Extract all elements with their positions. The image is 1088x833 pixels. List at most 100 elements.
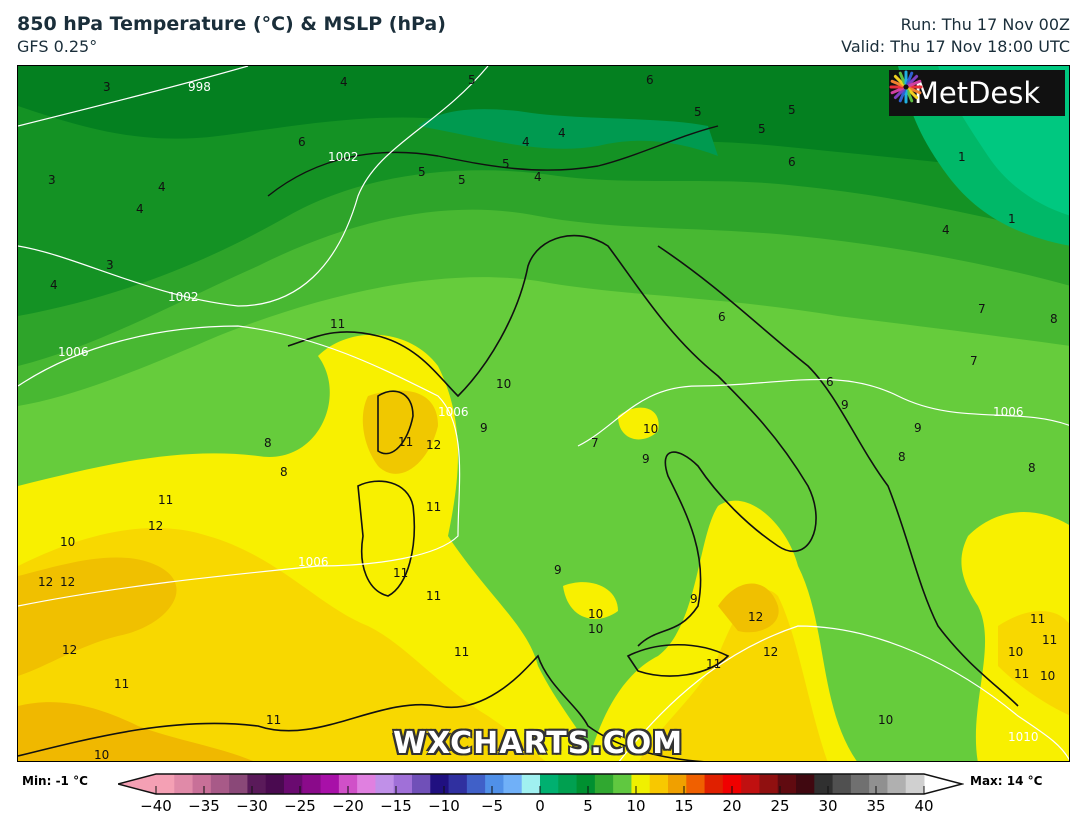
colorbar-cell bbox=[905, 774, 925, 794]
temperature-contour-label: 8 bbox=[264, 436, 272, 450]
colorbar-cell bbox=[521, 774, 541, 794]
run-time: Run: Thu 17 Nov 00Z bbox=[900, 15, 1070, 34]
temperature-contour-label: 9 bbox=[480, 421, 488, 435]
temperature-contour-label: 11 bbox=[454, 645, 469, 659]
isobar-label: 998 bbox=[188, 80, 211, 94]
temperature-contour-label: 11 bbox=[1030, 612, 1045, 626]
colorbar-cell bbox=[741, 774, 760, 794]
temperature-contour-label: 4 bbox=[340, 75, 348, 89]
band-12-south bbox=[718, 583, 779, 633]
coastline-sicily bbox=[626, 644, 730, 677]
watermark: WXCHARTS.COM bbox=[393, 726, 684, 761]
temperature-contour-label: 5 bbox=[502, 157, 510, 171]
coastline bbox=[287, 234, 817, 647]
temperature-contour-label: 1 bbox=[958, 150, 966, 164]
colorbar-cell bbox=[466, 774, 486, 794]
temperature-contour-label: 6 bbox=[298, 135, 306, 149]
temperature-contour-label: 11 bbox=[393, 566, 408, 580]
colorbar-cell bbox=[320, 774, 340, 794]
band-10-tunisia bbox=[563, 582, 618, 619]
colorbar-cell bbox=[594, 774, 614, 794]
colorbar-outline bbox=[118, 773, 964, 795]
temperature-contour-label: 7 bbox=[970, 354, 978, 368]
colorbar-tick-label: −10 bbox=[428, 797, 460, 815]
temperature-contour-label: 10 bbox=[588, 607, 603, 621]
colorbar-cell bbox=[174, 774, 194, 794]
colorbar-cell bbox=[503, 774, 523, 794]
colorbar-cell bbox=[284, 774, 303, 794]
colorbar-cell bbox=[412, 774, 431, 794]
colorbar-cell bbox=[247, 774, 267, 794]
isobar-1006 bbox=[18, 325, 461, 607]
model-label: GFS 0.25° bbox=[17, 37, 98, 56]
isobar-label: 1002 bbox=[328, 150, 359, 164]
colorbar-cell bbox=[192, 774, 212, 794]
colorbar-cell bbox=[814, 774, 834, 794]
temperature-contour-label: 4 bbox=[136, 202, 144, 216]
coastline-corsica bbox=[377, 390, 414, 455]
colorbar-tick-label: 20 bbox=[722, 797, 742, 815]
temperature-contour-label: 8 bbox=[898, 450, 906, 464]
colorbar-max-arrow bbox=[924, 774, 962, 794]
colorbar-tick-label: −30 bbox=[236, 797, 268, 815]
colorbar-tick-label: −35 bbox=[188, 797, 220, 815]
min-temperature: Min: -1 °C bbox=[22, 774, 88, 788]
colorbar-tick-label: 30 bbox=[818, 797, 838, 815]
isobar-label: 1006 bbox=[438, 405, 469, 419]
band-12-sw bbox=[18, 702, 254, 761]
colorbar-tick-label: 10 bbox=[626, 797, 646, 815]
colorbar-cell bbox=[576, 774, 596, 794]
temperature-contour-label: 1 bbox=[1008, 212, 1016, 226]
border-alps bbox=[267, 125, 719, 197]
temperature-contour-label: 12 bbox=[148, 519, 163, 533]
temperature-contour-label: 12 bbox=[60, 575, 75, 589]
temperature-contour-label: 9 bbox=[690, 592, 698, 606]
temperature-contour-label: 9 bbox=[554, 563, 562, 577]
colorbar-cell bbox=[668, 774, 687, 794]
colorbar-cell bbox=[649, 774, 669, 794]
colorbar-tick-label: −20 bbox=[332, 797, 364, 815]
temperature-contour-label: 10 bbox=[496, 377, 511, 391]
colorbar-tick-label: −5 bbox=[480, 797, 504, 815]
temperature-contour-label: 5 bbox=[694, 105, 702, 119]
band-11-east bbox=[998, 611, 1069, 716]
colorbar-cell bbox=[558, 774, 578, 794]
coastline-africa bbox=[18, 654, 704, 761]
valid-time: Valid: Thu 17 Nov 18:00 UTC bbox=[841, 37, 1070, 56]
band-12-west bbox=[18, 557, 177, 676]
colorbar-cell bbox=[540, 774, 559, 794]
temperature-contour-label: 5 bbox=[458, 173, 466, 187]
temperature-contour-label: 10 bbox=[1040, 669, 1055, 683]
temperature-contour-label: 5 bbox=[468, 73, 476, 87]
colorbar-cell bbox=[210, 774, 230, 794]
coastline-balkans bbox=[657, 245, 1019, 707]
colorbar-cell bbox=[869, 774, 888, 794]
colorbar-cell bbox=[613, 774, 632, 794]
temperature-contour-label: 10 bbox=[588, 622, 603, 636]
isobar-label: 1006 bbox=[58, 345, 89, 359]
temperature-contour-label: 11 bbox=[426, 589, 441, 603]
temperature-contour-label: 6 bbox=[788, 155, 796, 169]
max-temperature: Max: 14 °C bbox=[970, 774, 1043, 788]
isobar-1010 bbox=[618, 625, 1069, 761]
temperature-contour-label: 12 bbox=[763, 645, 778, 659]
temperature-contour-label: 10 bbox=[1008, 645, 1023, 659]
colorbar-tick-label: 25 bbox=[770, 797, 790, 815]
colorbar-cell bbox=[156, 774, 175, 794]
colorbar-cell bbox=[631, 774, 651, 794]
colorbar-cell bbox=[850, 774, 870, 794]
temperature-contour-label: 5 bbox=[418, 165, 426, 179]
colorbar-cell bbox=[832, 774, 852, 794]
colorbar-tick-label: 0 bbox=[535, 797, 545, 815]
starburst-logo-icon bbox=[889, 70, 923, 104]
colorbar-cell bbox=[302, 774, 322, 794]
temperature-contour-label: 8 bbox=[1050, 312, 1058, 326]
temperature-contour-label: 7 bbox=[978, 302, 986, 316]
temperature-contour-label: 10 bbox=[643, 422, 658, 436]
temperature-contour-label: 12 bbox=[38, 575, 53, 589]
colorbar-cell bbox=[375, 774, 395, 794]
temperature-contour-label: 11 bbox=[1014, 667, 1029, 681]
colorbar-cell bbox=[887, 774, 907, 794]
isobar-label: 1006 bbox=[993, 405, 1024, 419]
